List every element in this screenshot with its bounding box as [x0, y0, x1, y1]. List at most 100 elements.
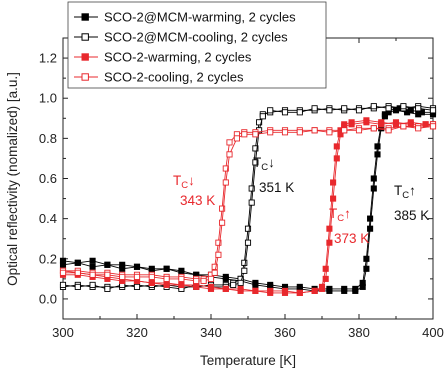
data-point: [207, 275, 215, 282]
data-point: [163, 281, 170, 288]
data-point: [400, 123, 407, 130]
y-tick-label: 1.0: [39, 91, 57, 106]
data-point: [89, 257, 96, 264]
data-point: [104, 285, 111, 292]
data-point: [74, 269, 81, 276]
data-point: [59, 269, 67, 276]
data-point: [374, 143, 381, 150]
data-point: [341, 285, 348, 292]
data-point: [215, 251, 222, 258]
data-point: [163, 275, 170, 282]
data-point: [133, 273, 141, 280]
y-axis-title: Optical reflectivity (nomalized) [a.u.]: [5, 72, 20, 286]
data-point: [237, 287, 244, 294]
data-point: [252, 145, 259, 152]
data-point: [222, 179, 229, 186]
annotation-value: 343 K: [180, 193, 215, 208]
data-point: [367, 225, 374, 232]
data-point: [333, 143, 340, 150]
data-point: [281, 289, 289, 296]
data-point: [385, 105, 392, 112]
legend-box: [67, 1, 327, 89]
data-point: [418, 109, 425, 116]
data-point: [178, 275, 185, 282]
data-point: [219, 219, 226, 226]
transition-annotation: TC↓ 343 K: [173, 173, 215, 208]
data-point: [385, 127, 392, 134]
data-point: [311, 105, 318, 112]
data-point: [252, 287, 259, 294]
data-point: [226, 139, 233, 146]
x-tick-label: 320: [126, 325, 148, 340]
data-point: [318, 283, 326, 290]
data-point: [233, 135, 240, 142]
data-point: [163, 265, 170, 272]
data-point: [333, 155, 340, 162]
data-point: [392, 121, 400, 128]
x-tick-label: 340: [200, 325, 222, 340]
data-point: [193, 283, 200, 290]
data-point: [148, 279, 155, 286]
data-point: [104, 261, 111, 268]
y-tick-label: 0.6: [39, 171, 57, 186]
data-point: [259, 113, 266, 120]
data-point: [178, 281, 185, 288]
data-point: [400, 103, 407, 110]
data-point: [59, 281, 67, 288]
data-point: [370, 125, 377, 132]
data-point: [267, 107, 274, 114]
data-point: [74, 259, 81, 266]
data-point: [241, 131, 248, 138]
annotation-label: TC↓: [253, 155, 275, 173]
data-point: [211, 263, 218, 270]
annotations: TC↓ 343 K TC↓ 351 K TC↑ 373 K TC↑ 385 K: [173, 155, 429, 246]
series-line: [62, 105, 434, 290]
y-tick-label: 1.2: [39, 51, 57, 66]
data-point: [355, 127, 363, 134]
annotation-value: 373 K: [334, 231, 369, 246]
legend: SCO-2@MCM-warming, 2 cycles SCO-2@MCM-coo…: [67, 1, 327, 89]
data-point: [370, 175, 377, 182]
data-point: [89, 271, 96, 278]
legend-entry-label: SCO-2-warming, 2 cycles: [104, 50, 252, 65]
data-point: [226, 151, 233, 158]
annotation-value: 385 K: [394, 208, 429, 223]
data-point: [422, 121, 429, 128]
legend-marker: [81, 33, 89, 41]
data-point: [330, 179, 337, 186]
data-point: [429, 123, 437, 130]
data-point: [311, 287, 318, 294]
data-point: [281, 109, 289, 116]
data-point: [222, 285, 229, 292]
data-point: [296, 109, 303, 116]
data-point: [241, 267, 248, 274]
data-point: [341, 105, 348, 112]
data-point: [363, 255, 370, 262]
data-point: [248, 199, 255, 206]
data-point: [330, 195, 337, 202]
data-point: [207, 285, 215, 292]
annotation-label: TC↓: [173, 173, 195, 191]
data-point: [326, 285, 333, 292]
data-point: [311, 127, 318, 134]
data-point: [326, 129, 333, 136]
data-point: [193, 277, 200, 284]
series-4: [59, 121, 437, 284]
data-point: [200, 277, 207, 284]
transition-annotation: TC↓ 351 K: [253, 155, 294, 195]
data-point: [119, 261, 126, 268]
data-point: [326, 239, 333, 246]
data-point: [367, 215, 374, 222]
data-point: [374, 151, 381, 158]
data-point: [378, 119, 385, 126]
data-point: [381, 111, 388, 118]
data-point: [248, 185, 255, 192]
legend-marker: [81, 73, 89, 81]
data-point: [219, 205, 226, 212]
data-point: [267, 289, 274, 296]
legend-entry-label: SCO-2@MCM-warming, 2 cycles: [104, 10, 296, 25]
data-point: [341, 121, 348, 128]
y-tick-label: 0.8: [39, 131, 57, 146]
y-tick-label: 0.4: [39, 211, 57, 226]
data-point: [267, 129, 274, 136]
